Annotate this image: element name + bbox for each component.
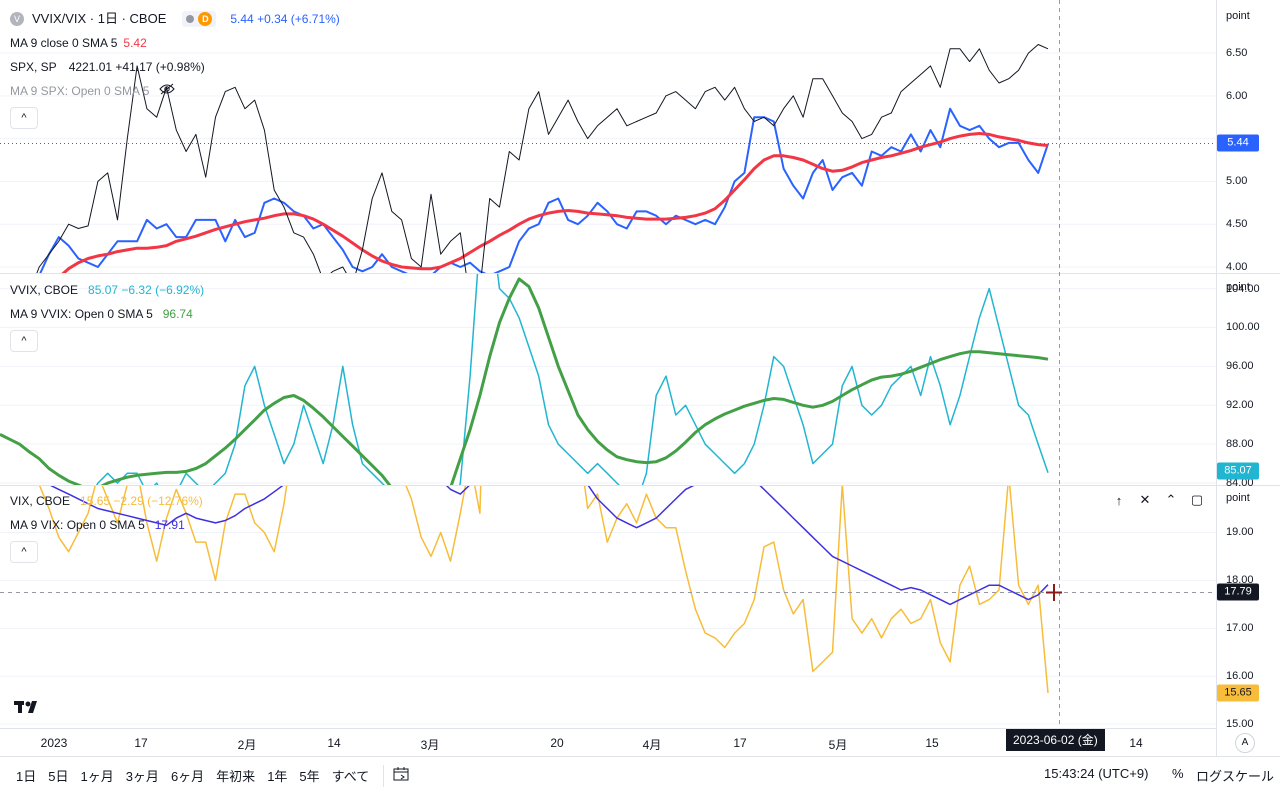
ma-vvix-label[interactable]: MA 9 VVIX: Open 0 SMA 5: [10, 307, 153, 321]
y-tick-label: 19.00: [1226, 526, 1254, 539]
market-status-pill[interactable]: D: [182, 11, 217, 27]
series-line-spx-sp: [36, 44, 1049, 273]
symbol-title[interactable]: VVIX/VIX · 1日 · CBOE: [32, 11, 167, 26]
clock-timezone[interactable]: 15:43:24 (UTC+9): [1044, 766, 1149, 781]
log-scale-toggle[interactable]: ログスケール: [1196, 769, 1275, 784]
y-tick-label: 16.00: [1226, 670, 1254, 683]
y-tick-label: 6.50: [1226, 47, 1248, 60]
y-tick-label: 15.00: [1226, 718, 1254, 731]
y-unit-label: point: [1226, 10, 1250, 22]
ma-vvix-value: 96.74: [162, 307, 193, 321]
x-tick-label: 14: [1129, 736, 1143, 750]
y-tick-label: 84.00: [1226, 477, 1254, 490]
range-1m-button[interactable]: 1ヶ月: [80, 769, 114, 784]
series-line-ma-9-close-0-sma-5: [61, 132, 1049, 273]
range-5y-button[interactable]: 5年: [299, 769, 320, 784]
calendar-range-icon[interactable]: [392, 765, 410, 786]
pane1-legend: V VVIX/VIX · 1日 · CBOE D 5.44 +0.34 (+6.…: [10, 7, 340, 129]
ratio-value: 5.44 +0.34 (+6.71%): [230, 12, 340, 26]
x-tick-label: 3月: [420, 738, 440, 752]
ma-ratio-label[interactable]: MA 9 close 0 SMA 5: [10, 36, 118, 50]
maximize-pane-button[interactable]: ▢: [1190, 492, 1204, 507]
pane3-legend: VIX, CBOE 15.65 −2.29 (−12.76%) MA 9 VIX…: [10, 489, 203, 563]
symbol-logo-icon: V: [10, 12, 24, 26]
pane-toolbar: ↑ ✕ ⌃ ▢: [1108, 489, 1208, 511]
y-tick-label: 92.00: [1226, 399, 1254, 412]
x-tick-label: 4月: [642, 738, 662, 752]
collapse-legend-button[interactable]: ^: [10, 541, 38, 563]
series-line-ma-9-vvix-open-0-sma-5: [0, 277, 1049, 485]
series-line-ma-9-vix-open-0-sma-5: [50, 486, 1049, 606]
y-tick-label: 17.00: [1226, 622, 1254, 635]
range-5d-button[interactable]: 5日: [48, 769, 69, 784]
vix-label[interactable]: VIX, CBOE: [10, 494, 71, 508]
y-tick-label: 4.00: [1226, 261, 1248, 273]
collapse-legend-button[interactable]: ^: [10, 107, 38, 129]
y-tick-label: 100.00: [1226, 321, 1260, 334]
y-tick-label: 88.00: [1226, 438, 1254, 451]
toolbar-divider: [383, 764, 385, 787]
y-tick-label: 18.00: [1226, 574, 1254, 587]
collapse-legend-button[interactable]: ^: [10, 330, 38, 352]
ma-ratio-value: 5.42: [123, 36, 147, 50]
vvix-price-tag: 85.07: [1217, 462, 1259, 480]
x-tick-label: 20: [550, 736, 564, 750]
ma-vix-value: 17.91: [154, 518, 185, 532]
tradingview-logo[interactable]: [14, 698, 44, 719]
pane2-legend: VVIX, CBOE 85.07 −6.32 (−6.92%) MA 9 VVI…: [10, 278, 204, 352]
y-unit-label: point: [1226, 281, 1250, 293]
chart-canvas[interactable]: [0, 0, 1280, 757]
range-3m-button[interactable]: 3ヶ月: [125, 769, 159, 784]
y-tick-label: 5.00: [1226, 175, 1248, 188]
range-1y-button[interactable]: 1年: [267, 769, 288, 784]
collapse-pane-button[interactable]: ⌃: [1165, 492, 1177, 507]
move-pane-up-button[interactable]: ↑: [1115, 492, 1123, 508]
x-tick-label: 14: [327, 736, 341, 750]
delete-pane-button[interactable]: ✕: [1139, 492, 1151, 507]
ma-spx-label[interactable]: MA 9 SPX: Open 0 SMA 5: [10, 84, 150, 98]
vvix-value: 85.07 −6.32 (−6.92%): [88, 283, 205, 297]
eye-off-icon[interactable]: [159, 79, 176, 103]
series-line-vix-cboe: [38, 486, 1049, 694]
auto-scale-button[interactable]: A: [1235, 733, 1255, 753]
x-tick-label: 17: [134, 736, 148, 750]
ma-vix-label[interactable]: MA 9 VIX: Open 0 SMA 5: [10, 518, 145, 532]
vix-price-tag: 15.65: [1217, 684, 1259, 702]
y-tick-label: 4.50: [1226, 218, 1248, 231]
percent-scale-toggle[interactable]: %: [1172, 766, 1184, 781]
y-tick-label: 96.00: [1226, 360, 1254, 373]
spx-label[interactable]: SPX, SP: [10, 60, 57, 74]
range-ytd-button[interactable]: 年初来: [216, 769, 256, 784]
range-6m-button[interactable]: 6ヶ月: [170, 769, 205, 784]
y-unit-label: point: [1226, 492, 1250, 504]
y-tick-label: 104.00: [1226, 282, 1260, 295]
vix-value: 15.65 −2.29 (−12.76%): [80, 494, 203, 508]
x-tick-label: 2月: [237, 738, 257, 752]
series-line-vvix-vix: [39, 107, 1049, 273]
status-dot-icon: [186, 15, 195, 23]
ratio-price-tag: 5.44: [1217, 134, 1259, 152]
x-tick-label: 15: [925, 736, 939, 750]
range-1d-button[interactable]: 1日: [16, 769, 37, 784]
bottom-toolbar: 1日 5日 1ヶ月 3ヶ月 6ヶ月 年初来 1年 5年 すべて: [0, 756, 1280, 794]
y-tick-label: 6.00: [1226, 89, 1248, 102]
crosshair-date-badge: 2023-06-02 (金): [1006, 729, 1105, 751]
spx-value: 4221.01 +41.17 (+0.98%): [68, 60, 205, 74]
x-tick-label: 2023: [40, 736, 68, 750]
crosshair-cursor-icon: [1046, 584, 1062, 601]
range-all-button[interactable]: すべて: [331, 769, 370, 784]
series-line-vvix-cboe: [96, 274, 1049, 485]
crosshair-price-tag: 17.79: [1217, 583, 1259, 601]
vvix-label[interactable]: VVIX, CBOE: [10, 283, 79, 297]
delayed-badge: D: [198, 12, 213, 26]
x-tick-label: 17: [733, 736, 747, 750]
x-tick-label: 5月: [828, 738, 848, 752]
